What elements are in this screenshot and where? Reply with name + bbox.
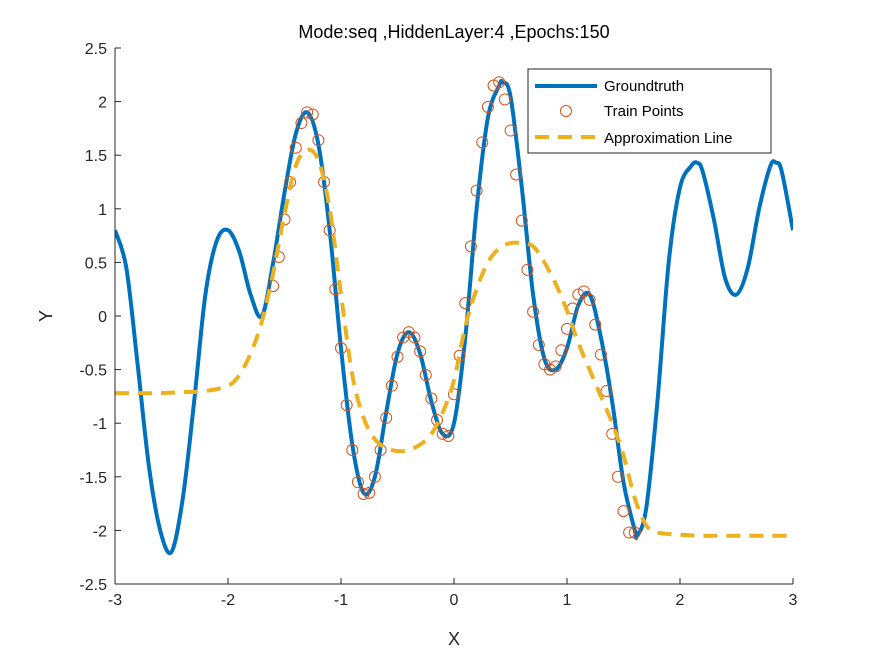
legend-label-approximation-line: Approximation Line [604, 130, 732, 147]
legend-swatch-train-points [560, 105, 572, 117]
train-point [442, 430, 455, 443]
train-point [623, 526, 636, 539]
train-point [391, 350, 404, 363]
train-point [549, 360, 562, 373]
train-point [459, 297, 472, 310]
legend-label-groundtruth: Groundtruth [604, 78, 684, 95]
train-point [577, 285, 590, 298]
train-point [414, 345, 427, 358]
train-point [600, 385, 613, 398]
y-tick-label: 2 [98, 95, 107, 112]
train-point [436, 427, 449, 440]
train-point [476, 136, 489, 149]
train-point [617, 505, 630, 518]
train-point [425, 392, 438, 405]
train-point [464, 240, 477, 253]
train-point [368, 470, 381, 483]
train-point [572, 288, 585, 301]
train-point [521, 263, 534, 276]
legend-label-train-points: Train Points [604, 103, 683, 120]
train-point [504, 124, 517, 137]
y-tick-label: 0 [98, 309, 107, 326]
train-point [470, 184, 483, 197]
train-point [448, 388, 460, 401]
x-tick-label: -2 [221, 592, 235, 609]
y-tick-label: -0.5 [79, 363, 107, 380]
y-tick-label: -2 [93, 523, 107, 540]
train-point [510, 168, 523, 181]
x-tick-label: -3 [108, 592, 122, 609]
train-point [481, 100, 494, 113]
x-tick-label: 1 [563, 592, 572, 609]
train-point [555, 344, 568, 357]
x-tick-label: 2 [676, 592, 685, 609]
train-point [611, 470, 624, 483]
train-point [544, 363, 557, 376]
train-point [589, 318, 602, 331]
train-point [532, 338, 545, 351]
train-point [363, 486, 376, 499]
train-point [498, 93, 511, 106]
y-tick-label: -1 [93, 416, 107, 433]
train-point [289, 141, 302, 154]
approximation-line-line [115, 147, 793, 538]
train-point [295, 117, 308, 130]
train-point [487, 79, 500, 92]
train-point [357, 487, 370, 500]
groundtruth-line [115, 78, 793, 556]
x-tick-label: -1 [334, 592, 348, 609]
train-point [628, 526, 641, 539]
y-tick-label: 0.5 [85, 255, 107, 272]
ticks-layer: -3 -2 -1 0 1 2 3 -2.5 -2 -1.5 -1 -0.5 0 0.5 1 1.5 2 2.5 [79, 41, 797, 609]
train-point [278, 213, 291, 226]
y-tick-label: 1.5 [85, 148, 107, 165]
train-point [301, 106, 314, 119]
train-point [346, 444, 359, 456]
series-clip-group [115, 76, 793, 556]
train-point [527, 305, 540, 318]
train-point [323, 224, 336, 237]
train-point [408, 331, 421, 344]
train-point [515, 214, 528, 227]
y-tick-label: 2.5 [85, 41, 107, 58]
y-axis-label: Y [36, 310, 56, 322]
train-point [583, 293, 596, 306]
train-point [351, 476, 364, 489]
y-tick-label: 1 [98, 202, 107, 219]
y-tick-label: -1.5 [79, 470, 107, 487]
x-tick-label: 3 [789, 592, 798, 609]
train-point [493, 76, 506, 89]
y-tick-label: -2.5 [79, 577, 107, 594]
x-axis-label: X [448, 629, 460, 649]
train-point [419, 368, 432, 381]
train-point [380, 411, 393, 424]
series-layer [115, 76, 793, 556]
train-point [306, 108, 319, 121]
x-tick-label: 0 [450, 592, 459, 609]
chart-title: Mode:seq ,HiddenLayer:4 ,Epochs:150 [298, 22, 609, 42]
train-point [312, 134, 325, 147]
train-point [594, 348, 607, 361]
train-point [385, 379, 398, 392]
train-point [335, 342, 347, 355]
legend: Groundtruth Train Points Approximation L… [527, 68, 772, 154]
train-point [340, 398, 353, 411]
